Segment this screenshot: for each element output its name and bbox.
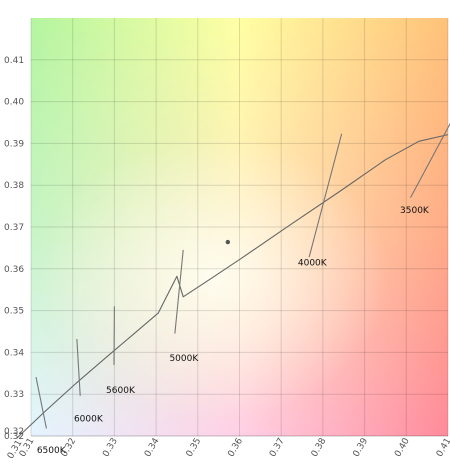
isotherm-layer: 6500K 6000K 5600K 5000K 4000K 3500K [35,122,450,456]
y-tick-label: 0.36 [4,265,24,275]
x-tick-label: 0.37 [268,437,287,459]
x-tick-label: 0.38 [310,436,329,459]
isotherm-label: 5000K [169,354,199,364]
series-layer [16,134,449,439]
y-tick-label: 0.37 [4,223,24,233]
isotherm-line [308,133,343,258]
isotherm-line [35,376,47,429]
isotherm-label: 3500K [400,206,430,216]
isotherm-label: 6500K [37,446,67,456]
planckian-locus-line [16,134,449,439]
y-tick-label: 0.40 [4,98,24,108]
data-point [225,239,231,245]
x-tick-label: 0.34 [143,436,162,459]
x-tick-label: 0.32 [60,437,79,459]
y-axis-ticks: 0.32 0.33 0.34 0.35 0.36 0.37 0.38 0.39 0.40 0.41… [4,56,24,442]
isotherm-label: 4000K [298,258,328,268]
x-tick-label: 0.40 [393,436,412,459]
y-tick-label: 0.41 [4,56,24,66]
y-tick-label: 0.33 [4,390,24,400]
x-tick-label: 0.39 [352,436,371,459]
isotherm-line [174,249,184,334]
isotherm-line [76,338,81,396]
x-tick-label: 0.41 [435,437,450,459]
point-layer [225,239,231,245]
grid [30,18,449,437]
y-tick-label: 0.32 [4,432,24,442]
isotherm-line [409,122,450,198]
background-center-glow [39,135,390,420]
y-tick-label: 0.32 [4,427,24,437]
x-axis-ticks: 0.31 0.32 0.33 0.34 0.35 0.36 0.37 0.38 0.39 0.40… [6,436,450,461]
y-tick-label: 0.35 [4,307,24,317]
isotherm-label: 5600K [106,386,136,396]
x-tick-label: 0.35 [185,437,204,459]
x-tick-label: 0.33 [101,437,120,459]
y-tick-label: 0.39 [4,139,24,149]
plot-background [31,18,448,436]
y-tick-label: 0.34 [4,348,24,358]
isotherm-label: 6000K [74,414,104,424]
x-tick-label: 0.36 [226,436,245,459]
y-tick-label: 0.38 [4,181,24,191]
